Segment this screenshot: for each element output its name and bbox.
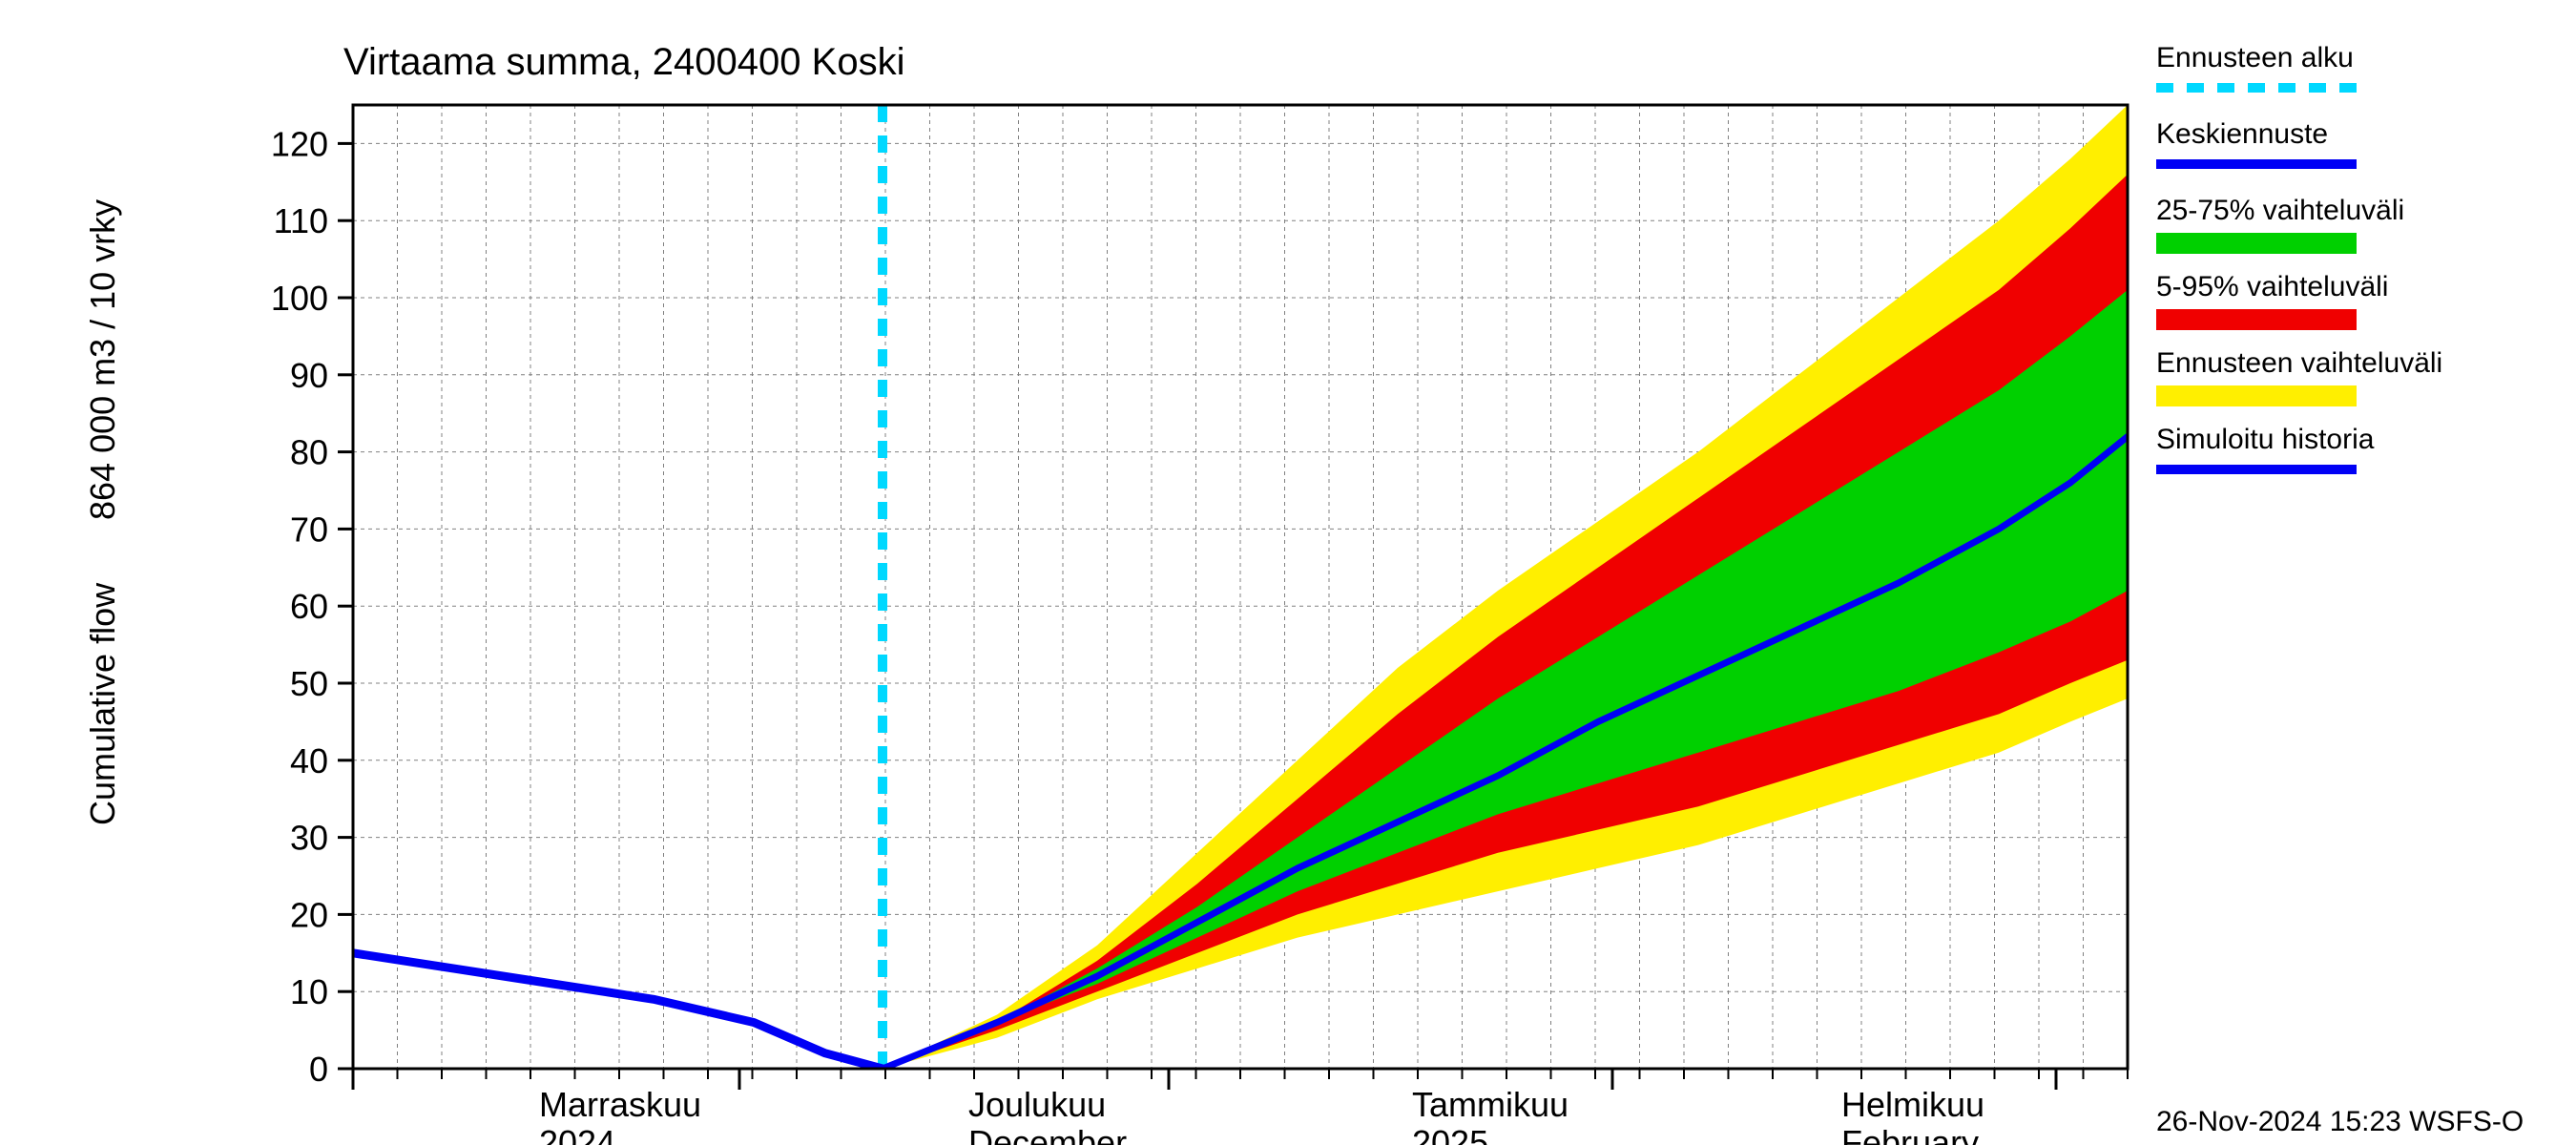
- chart-container: 0102030405060708090100110120Marraskuu202…: [0, 0, 2576, 1145]
- x-month-label-bottom: 2025: [1412, 1123, 1488, 1145]
- ytick-label: 20: [290, 895, 328, 934]
- chart-svg: 0102030405060708090100110120Marraskuu202…: [0, 0, 2576, 1145]
- legend-swatch: [2156, 233, 2357, 254]
- x-month-label-top: Marraskuu: [539, 1085, 701, 1124]
- ytick-label: 10: [290, 972, 328, 1011]
- legend-label: 25-75% vaihteluväli: [2156, 195, 2404, 226]
- ytick-label: 120: [271, 124, 328, 163]
- ytick-label: 60: [290, 587, 328, 626]
- x-month-label-bottom: December: [968, 1123, 1127, 1145]
- ytick-label: 0: [309, 1050, 328, 1089]
- ytick-label: 40: [290, 741, 328, 781]
- x-month-label-top: Tammikuu: [1412, 1085, 1568, 1124]
- svg-text:Cumulative flow: Cumulative flow: [83, 582, 122, 825]
- chart-title: Virtaama summa, 2400400 Koski: [343, 41, 904, 83]
- legend-label: Ennusteen alku: [2156, 42, 2354, 73]
- x-month-label-top: Helmikuu: [1841, 1085, 1984, 1124]
- chart-bg: [0, 0, 2576, 1145]
- ytick-label: 80: [290, 433, 328, 472]
- legend-swatch: [2156, 385, 2357, 406]
- ytick-label: 30: [290, 819, 328, 858]
- ytick-label: 90: [290, 356, 328, 395]
- ytick-label: 110: [274, 201, 328, 240]
- y-axis-label: Cumulative flow 864 000 m3 / 10 vrky: [83, 199, 122, 825]
- legend-label: Simuloitu historia: [2156, 424, 2375, 455]
- x-month-label-bottom: 2024: [539, 1123, 615, 1145]
- ytick-label: 50: [290, 664, 328, 703]
- x-month-label-top: Joulukuu: [968, 1085, 1106, 1124]
- legend-label: Ennusteen vaihteluväli: [2156, 347, 2442, 379]
- ytick-label: 100: [271, 279, 328, 318]
- legend-label: 5-95% vaihteluväli: [2156, 271, 2388, 302]
- svg-text:864 000 m3 / 10 vrky: 864 000 m3 / 10 vrky: [83, 199, 122, 520]
- footer-timestamp: 26-Nov-2024 15:23 WSFS-O: [2156, 1106, 2524, 1137]
- x-month-label-bottom: February: [1841, 1123, 1979, 1145]
- ytick-label: 70: [290, 510, 328, 549]
- legend-swatch: [2156, 309, 2357, 330]
- legend-label: Keskiennuste: [2156, 118, 2328, 150]
